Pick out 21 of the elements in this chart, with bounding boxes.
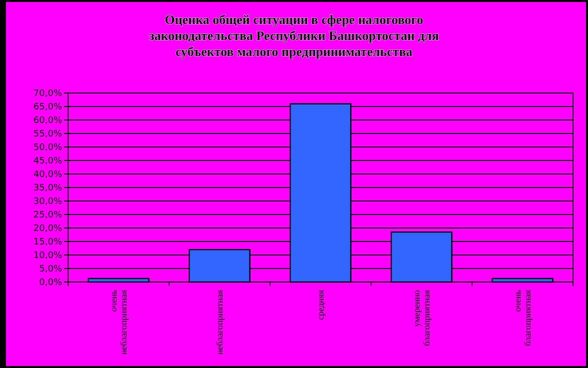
y-tick-label: 25,0%	[33, 210, 62, 221]
y-tick-label: 30,0%	[33, 197, 62, 208]
x-tick-label: очень благоприятная	[512, 290, 533, 346]
y-tick-label: 0,0%	[39, 278, 62, 288]
chart-title: Оценка общей ситуации в сфере налогового законодательства Республики Башкортостан для субъектов малого предпринимательства	[149, 12, 439, 59]
y-tick-label: 65,0%	[33, 102, 62, 113]
x-tick-label: умеренно благоприятная	[412, 290, 432, 346]
y-tick-label: 35,0%	[33, 184, 62, 194]
y-tick-label: 20,0%	[33, 224, 62, 234]
x-tick-label: средняя	[316, 290, 326, 320]
x-tick-label: очень неблагоприятная	[108, 290, 129, 355]
y-tick-label: 5,0%	[39, 264, 62, 275]
y-tick-label: 70,0%	[33, 89, 62, 100]
y-tick-label: 45,0%	[33, 156, 62, 167]
y-tick-label: 10,0%	[33, 251, 62, 262]
y-tick-label: 50,0%	[33, 143, 62, 154]
y-tick-label: 55,0%	[33, 130, 62, 140]
x-tick-label: неблагоприятная	[214, 290, 225, 355]
y-tick-label: 15,0%	[33, 238, 62, 248]
y-tick-label: 60,0%	[33, 116, 62, 126]
y-tick-label: 40,0%	[33, 170, 62, 180]
